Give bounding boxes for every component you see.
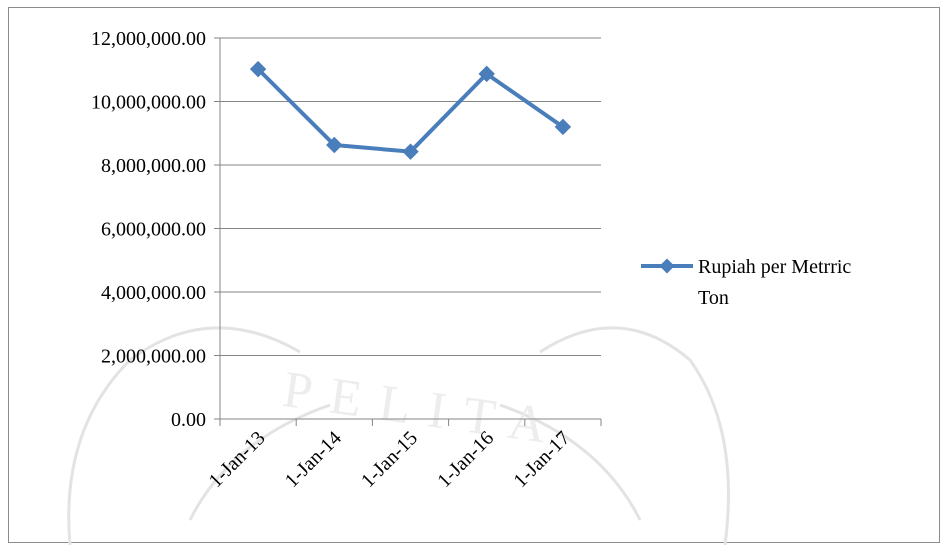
data-point-marker [478, 65, 495, 83]
data-point-marker [554, 118, 572, 136]
y-tick-label: 10,000,000.00 [91, 92, 206, 114]
y-tick-labels: 0.00 2,000,000.00 4,000,000.00 6,000,000.00… [91, 28, 206, 431]
data-point-marker [249, 60, 267, 78]
x-tick-label: 1-Jan-14 [281, 427, 346, 492]
y-tick-label: 4,000,000.00 [101, 282, 206, 304]
axes [214, 37, 602, 426]
legend-swatch-marker [659, 258, 675, 274]
legend-label: Rupiah per Metrric [698, 256, 851, 278]
y-tick-label: 0.00 [171, 409, 206, 431]
legend-label: Ton [698, 287, 729, 309]
series-layer [249, 60, 572, 160]
chart-frame [8, 7, 940, 543]
y-tick-label: 6,000,000.00 [101, 219, 206, 241]
gridlines [220, 37, 601, 356]
y-tick-label: 2,000,000.00 [101, 346, 206, 368]
data-point-marker [402, 143, 419, 160]
x-tick-label: 1-Jan-15 [357, 427, 422, 492]
series-line [256, 67, 565, 154]
legend: Rupiah per Metrric Ton [641, 256, 851, 309]
data-point-marker [326, 136, 343, 154]
y-tick-label: 12,000,000.00 [91, 28, 206, 50]
y-tick-label: 8,000,000.00 [101, 155, 206, 177]
x-tick-label: 1-Jan-13 [205, 427, 270, 492]
